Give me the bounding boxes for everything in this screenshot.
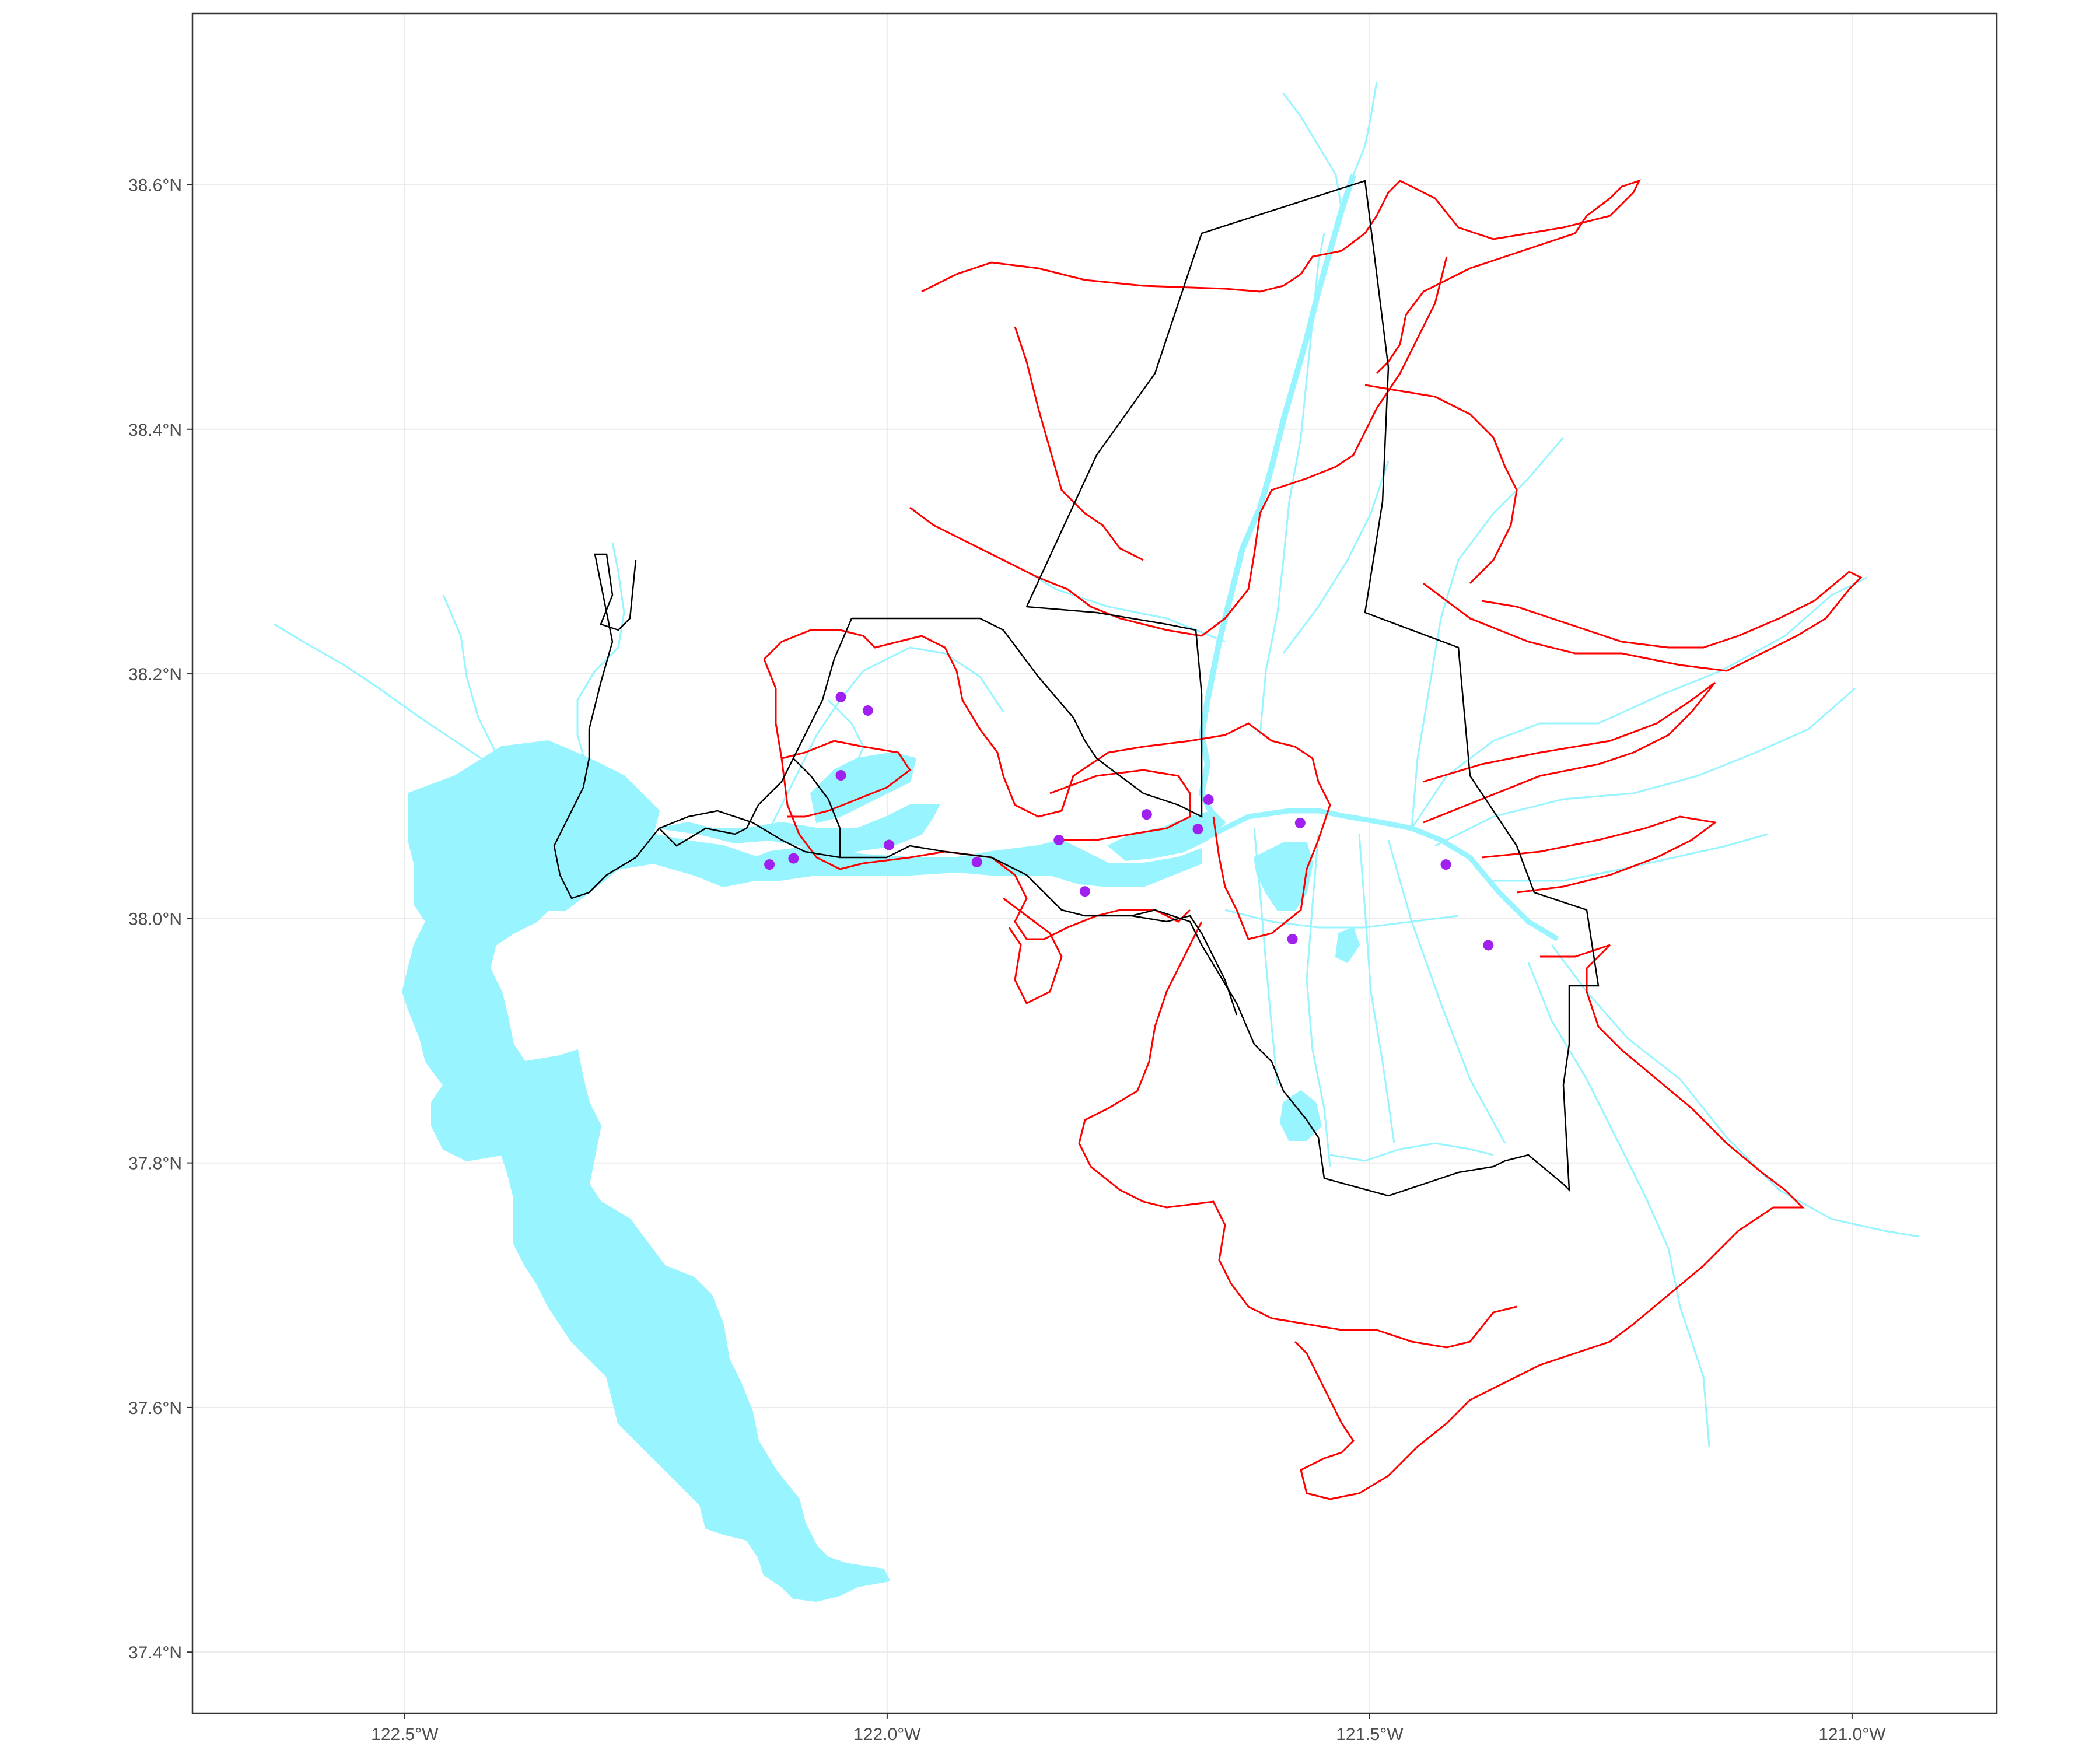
carquinez-region-boundary — [659, 810, 841, 859]
stanislaus-river — [1550, 944, 1920, 1238]
station-point — [884, 839, 895, 850]
y-tick-label: 37.4°N — [128, 1643, 182, 1662]
delta-channel-2 — [1306, 834, 1331, 1167]
petaluma-river — [274, 623, 491, 765]
cosumnes-river — [1434, 687, 1856, 847]
station-point — [1054, 835, 1065, 846]
grizzly-watershed-boundary — [781, 740, 912, 818]
calaveras-watershed-boundary — [1481, 816, 1717, 894]
suisun-region-boundary — [553, 553, 853, 900]
delta-channel-3 — [1358, 834, 1395, 1144]
station-point — [1483, 940, 1494, 951]
water-bodies — [401, 174, 1559, 1602]
station-point — [1287, 933, 1298, 944]
southern-reservoir — [1335, 926, 1360, 964]
delta-channel-7 — [1410, 437, 1564, 829]
feather-river — [1352, 81, 1378, 176]
y-tick-label: 38.4°N — [128, 421, 182, 440]
mokelumne-river — [1410, 576, 1867, 829]
suisun-bay — [740, 839, 1202, 887]
station-point — [835, 691, 846, 702]
station-point — [1440, 859, 1451, 870]
mokelumne-watershed-boundary — [1423, 681, 1716, 824]
delta-channel-6 — [1026, 570, 1226, 643]
y-tick-label: 38.6°N — [128, 176, 182, 195]
montezuma-watershed-boundary — [1049, 769, 1191, 841]
station-point — [764, 859, 775, 870]
x-tick-label: 121.5°W — [1336, 1725, 1404, 1744]
pond-channel — [827, 699, 864, 776]
station-point — [1079, 886, 1090, 897]
yolo-watershed-boundary — [1201, 256, 1448, 637]
stanislaus-watershed-boundary — [1294, 944, 1805, 1500]
station-point — [971, 856, 982, 867]
x-tick-label: 121.0°W — [1818, 1725, 1886, 1744]
american-watershed-boundary — [1364, 384, 1518, 584]
x-tick-label: 122.5°W — [371, 1725, 439, 1744]
san-francisco-bay — [401, 740, 891, 1602]
delta-channel-8 — [1224, 909, 1459, 929]
calaveras-river — [1493, 833, 1768, 882]
putah-creek-watershed-boundary — [909, 506, 1202, 637]
tuolumne-river — [1527, 962, 1710, 1447]
station-point — [1203, 794, 1214, 805]
station-point — [788, 853, 799, 864]
san-joaquin-river-main — [1200, 808, 1559, 942]
delta-channel-1 — [1253, 828, 1279, 1086]
american-river — [1282, 93, 1343, 211]
station-point — [862, 705, 873, 716]
west-region-boundary — [852, 606, 1203, 818]
y-tick-label: 37.8°N — [128, 1154, 182, 1174]
cosumnes-watershed-boundary — [1423, 570, 1863, 672]
sacramento-river-main — [1198, 174, 1356, 842]
franks-tract — [1253, 842, 1314, 911]
station-point — [1192, 824, 1203, 835]
suisun-watershed-boundary — [763, 629, 1062, 818]
south-delta-channel — [1329, 1142, 1494, 1162]
sonoma-creek — [442, 594, 497, 753]
san-joaquin-watershed-boundary — [1078, 921, 1517, 1349]
delta-channel-5 — [1282, 460, 1390, 654]
napa-river — [576, 542, 625, 852]
station-point — [835, 770, 846, 781]
northern-watershed-boundary — [1014, 326, 1144, 561]
clifton-court-forebay — [1279, 1090, 1322, 1141]
station-point — [1294, 817, 1306, 828]
grizzly-bay — [810, 751, 917, 824]
station-point — [1141, 809, 1152, 820]
delta-inner-watershed-boundary — [1060, 722, 1331, 940]
y-tick-label: 38.2°N — [128, 665, 182, 684]
delta-channel-4 — [1387, 839, 1506, 1144]
y-tick-label: 37.6°N — [128, 1399, 182, 1418]
river-network — [274, 81, 1920, 1447]
region-boundaries — [553, 180, 1600, 1197]
x-axis: 122.5°W 122.0°W 121.5°W 121.0°W — [371, 1713, 1886, 1744]
sacramento-watershed-boundary — [921, 179, 1641, 374]
yolo-bypass-channel — [1259, 233, 1325, 736]
panel-border — [191, 12, 1998, 1714]
x-tick-label: 122.0°W — [853, 1725, 921, 1744]
watershed-boundaries — [763, 179, 1863, 1500]
contra-costa-watershed-boundary — [1003, 897, 1063, 1005]
delta-region-boundary — [1026, 180, 1600, 1197]
y-axis: 37.4°N 37.6°N 37.8°N 38.0°N 38.2°N 38.4°N 38.6… — [128, 176, 192, 1662]
y-tick-label: 38.0°N — [128, 909, 182, 929]
suisun-inner-region-boundary — [793, 758, 1238, 1016]
station-points — [764, 691, 1494, 951]
